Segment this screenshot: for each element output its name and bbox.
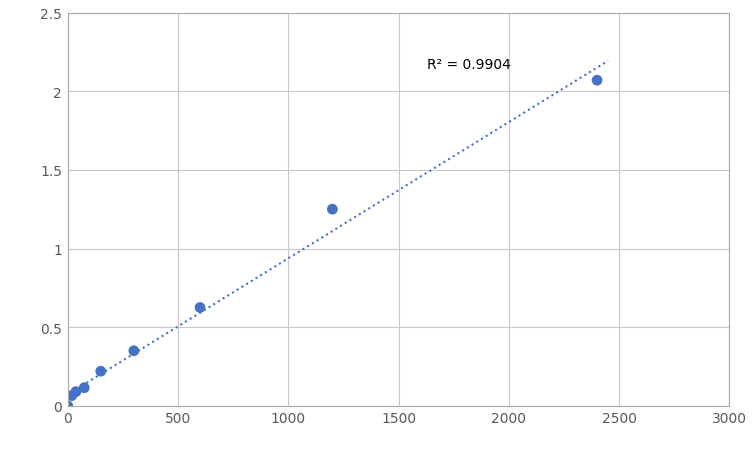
Point (70, 388, 82, 396)
Point (326, 206, 338, 213)
Point (128, 347, 140, 354)
Point (62, 402, 74, 410)
Text: R² = 0.9904: R² = 0.9904 (427, 58, 511, 72)
Point (95, 368, 107, 375)
Point (78, 384, 90, 391)
Point (591, 78, 603, 85)
Point (66, 392, 77, 399)
Point (194, 304, 206, 311)
